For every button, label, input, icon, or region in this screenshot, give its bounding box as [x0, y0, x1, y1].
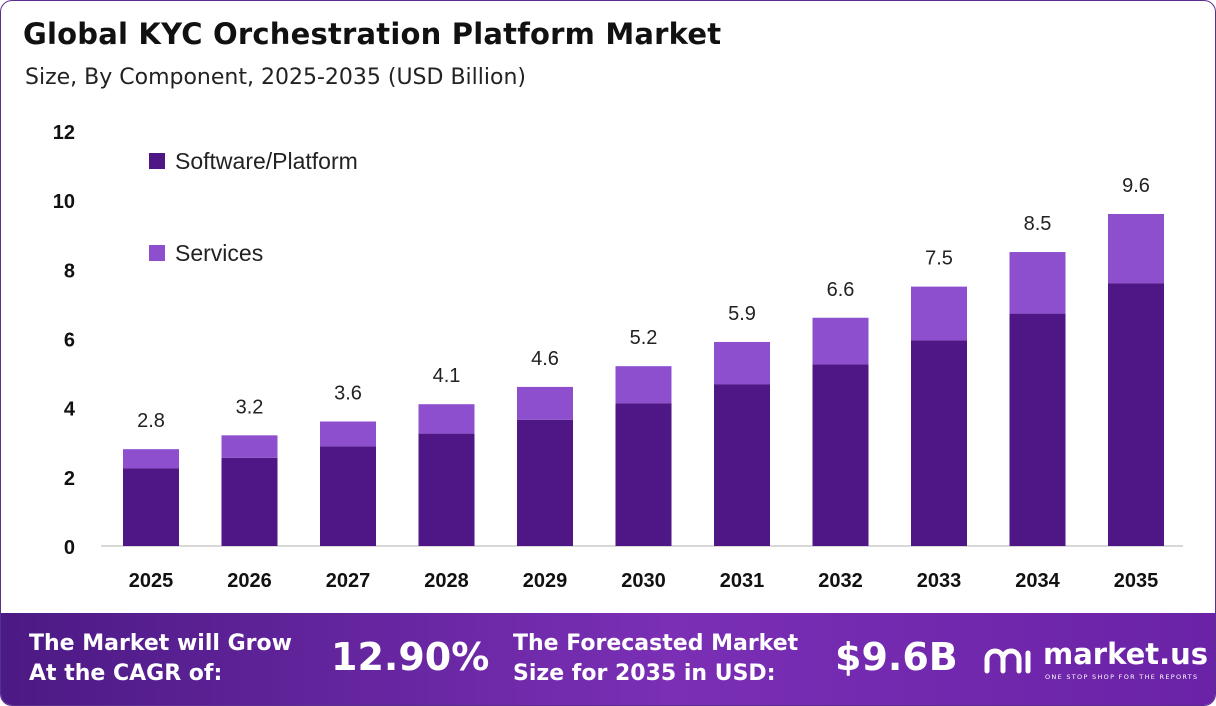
bar-software-platform [221, 457, 278, 546]
y-tick-label: 0 [64, 537, 75, 559]
forecast-label: The Forecasted Market Size for 2035 in U… [513, 631, 799, 686]
bar-services [615, 366, 672, 404]
bar-software-platform [911, 340, 967, 546]
legend-label-software: Software/Platform [175, 148, 358, 174]
data-label-total: 9.6 [1122, 175, 1150, 197]
footer-banner: The Market will Grow At the CAGR of: 12.… [1, 613, 1215, 705]
bar-software-platform [1009, 313, 1066, 546]
bar-services [221, 435, 278, 458]
x-tick-label: 2033 [917, 570, 962, 592]
legend-swatch-services [149, 245, 165, 261]
data-label-total: 8.5 [1024, 213, 1052, 235]
data-label-total: 4.6 [531, 348, 559, 370]
bar-software-platform [418, 433, 475, 546]
x-tick-label: 2027 [326, 570, 371, 592]
x-tick-label: 2034 [1015, 570, 1060, 592]
bar-services [320, 421, 376, 447]
chart-title: Global KYC Orchestration Platform Market [23, 17, 722, 51]
x-tick-label: 2031 [720, 570, 765, 592]
bar-services [123, 449, 179, 469]
y-tick-label: 4 [64, 399, 76, 421]
x-tick-label: 2026 [227, 570, 272, 592]
bar-services [1108, 214, 1164, 284]
bar-services [418, 404, 475, 434]
brand-logo: market.us ONE STOP SHOP FOR THE REPORTS [983, 637, 1213, 689]
data-label-total: 3.2 [236, 396, 264, 418]
brand-name: market.us [1043, 637, 1209, 671]
bar-software-platform [812, 364, 869, 546]
data-label-total: 6.6 [827, 279, 855, 301]
x-tick-label: 2032 [818, 570, 863, 592]
x-tick-label: 2035 [1114, 570, 1159, 592]
bar-software-platform [1108, 283, 1164, 546]
data-label-total: 5.9 [728, 303, 756, 325]
y-tick-label: 6 [64, 330, 75, 352]
bar-services [517, 386, 573, 420]
bar-software-platform [123, 468, 179, 546]
data-label-total: 4.1 [433, 365, 461, 387]
bar-services [1009, 252, 1066, 314]
market-us-logo-icon [984, 648, 1031, 674]
bar-chart: 0 2 4 6 8 10 12 2.8 2025 3.2 2026 3.6 2027 4.1 2028 4.6… [53, 122, 1183, 592]
legend-label-services: Services [175, 240, 263, 266]
bar-services [714, 341, 770, 385]
data-label-total: 7.5 [925, 248, 953, 270]
x-tick-label: 2025 [129, 570, 174, 592]
bar-software-platform [517, 419, 573, 546]
x-tick-label: 2028 [424, 570, 469, 592]
x-tick-label: 2029 [523, 570, 568, 592]
bar-services [911, 286, 967, 341]
legend-swatch-software [149, 153, 165, 169]
forecast-value: $9.6B [835, 635, 958, 679]
data-label-total: 5.2 [630, 327, 658, 349]
x-tick-label: 2030 [621, 570, 666, 592]
brand-tagline: ONE STOP SHOP FOR THE REPORTS [1045, 673, 1199, 681]
bar-software-platform [615, 403, 672, 546]
cagr-label: The Market will Grow At the CAGR of: [29, 631, 292, 686]
cagr-value: 12.90% [331, 635, 490, 679]
bar-services [812, 317, 869, 365]
bar-software-platform [320, 446, 376, 546]
y-tick-label: 8 [64, 260, 75, 282]
data-label-total: 3.6 [334, 383, 362, 405]
bar-software-platform [714, 384, 770, 546]
data-label-total: 2.8 [137, 410, 165, 432]
chart-subtitle: Size, By Component, 2025-2035 (USD Billi… [25, 65, 526, 90]
y-tick-label: 10 [53, 191, 75, 213]
y-tick-label: 12 [53, 122, 75, 144]
y-tick-label: 2 [64, 468, 75, 490]
